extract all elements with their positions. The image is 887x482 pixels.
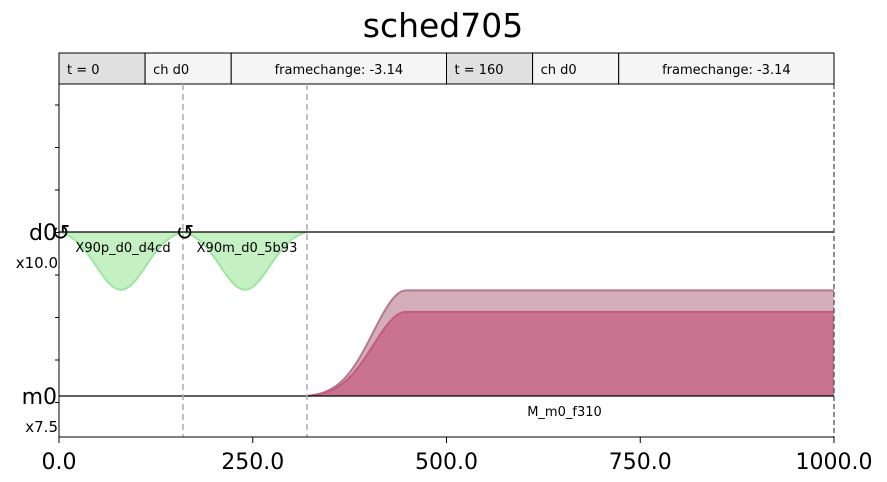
x-tick-label: 750.0	[609, 450, 672, 475]
header-cell	[58, 52, 146, 85]
pulse-waveform-real	[307, 311, 834, 396]
channel-baselines	[59, 231, 834, 397]
header-cell-text: ch d0	[153, 63, 189, 78]
channel-label: m0	[22, 385, 57, 410]
header-cell	[144, 52, 232, 85]
pulse-label: X90p_d0_d4cd	[75, 241, 170, 256]
channel-labels: X90p_d0_d4cd X90m_d0_5b93 M_m0_f310 d0 x10.0…	[16, 221, 602, 436]
pulse-outline	[58, 231, 184, 291]
header-cell	[618, 52, 835, 85]
pulse-layer	[58, 231, 834, 397]
channel-label: d0	[29, 221, 57, 246]
pulse-outline-real	[306, 310, 834, 397]
framechange-icon: ↺	[52, 221, 70, 246]
instruction-header: t = 0 ch d0 framechange: -3.14 t = 160 ch d0…	[58, 52, 835, 85]
axes: 0.0 250.0 500.0 750.0 1000.0	[42, 84, 873, 475]
x-tick-label: 0.0	[42, 450, 77, 475]
framechange-icon: ↺	[176, 221, 194, 246]
x-tick-label: 1000.0	[796, 450, 873, 475]
pulse-label: M_m0_f310	[527, 405, 602, 420]
header-cell-text: t = 0	[67, 63, 100, 78]
header-cell-text: framechange: -3.14	[662, 63, 791, 78]
pulse-outline	[182, 231, 308, 291]
header-cell-text: ch d0	[541, 63, 577, 78]
barrier-lines	[182, 84, 835, 437]
x-tick-label: 500.0	[415, 450, 478, 475]
header-cell-text: t = 160	[455, 63, 504, 78]
header-cell-text: framechange: -3.14	[275, 63, 404, 78]
pulse-waveform	[183, 232, 307, 290]
x-tick-label: 250.0	[221, 450, 284, 475]
chart-title: sched705	[363, 6, 524, 45]
channel-scale: x10.0	[16, 254, 58, 272]
header-cell	[446, 52, 534, 85]
pulse-label: X90m_d0_5b93	[197, 241, 298, 256]
pulse-waveform	[59, 232, 183, 290]
header-cell	[532, 52, 620, 85]
channel-scale: x7.5	[25, 418, 58, 436]
